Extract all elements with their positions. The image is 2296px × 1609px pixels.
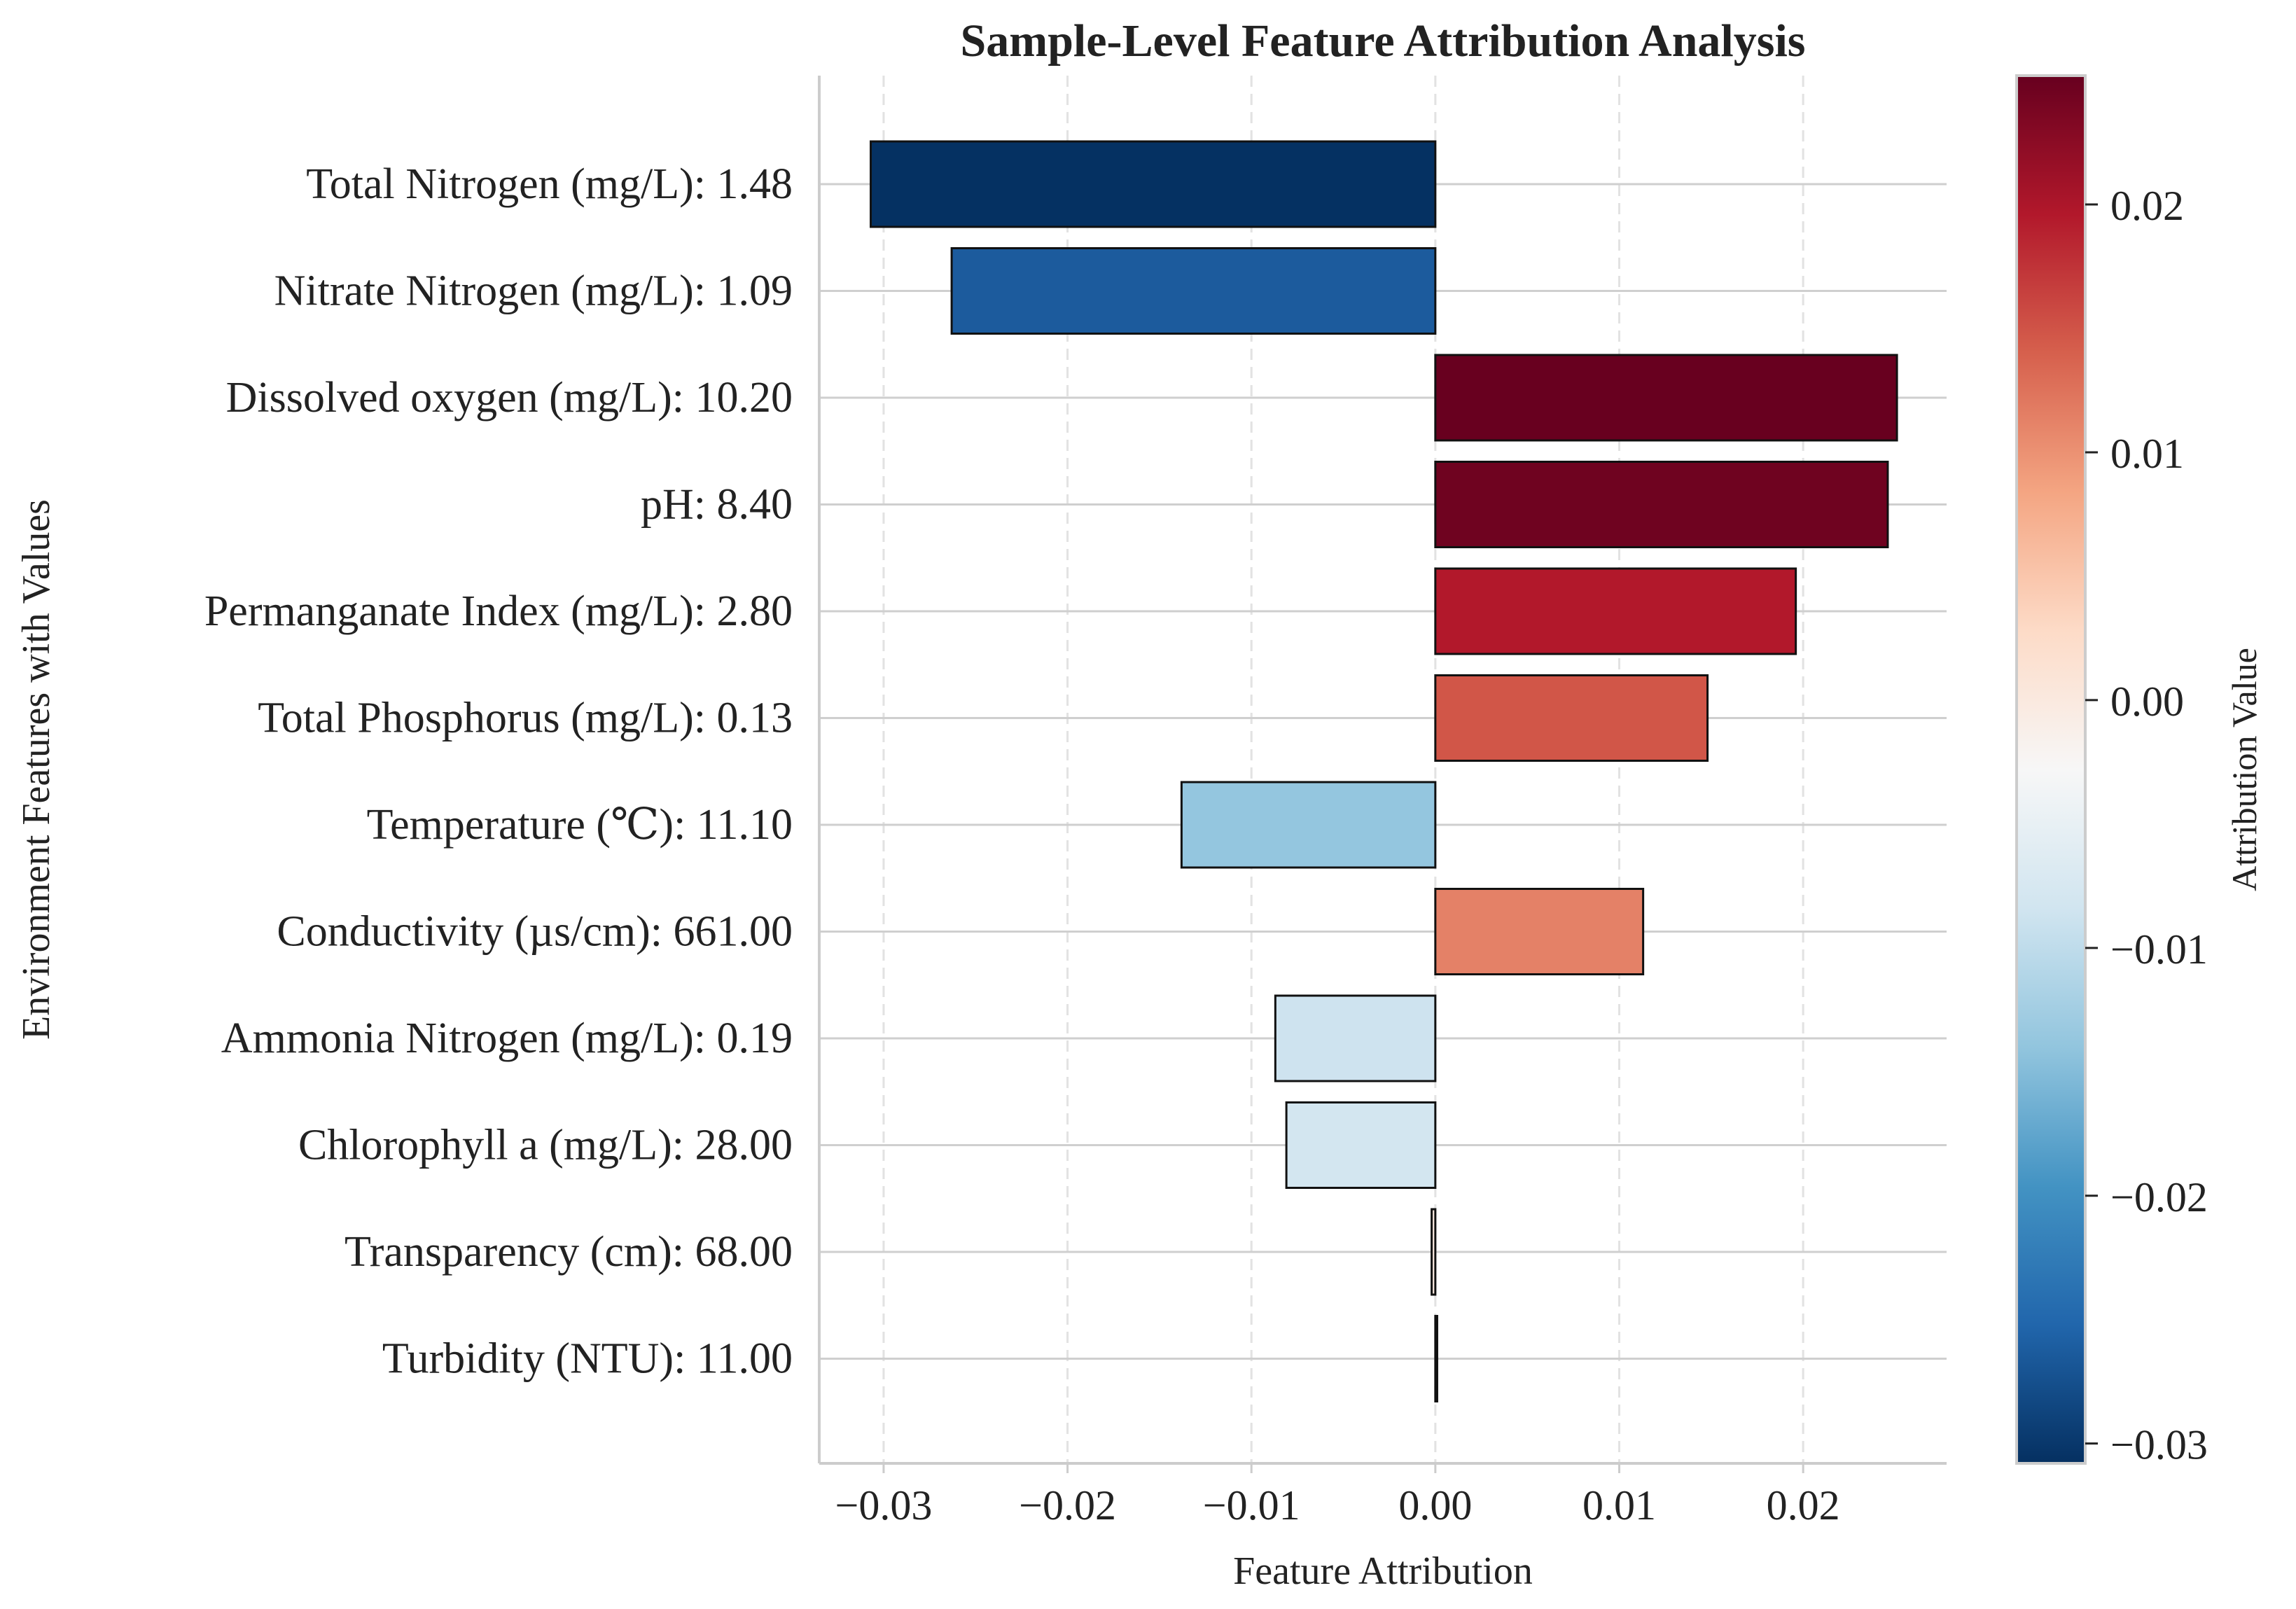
x-tick-label: 0.02 [1767,1482,1840,1528]
y-axis-label: Environment Features with Values [15,499,58,1040]
x-tick-label: −0.03 [835,1482,933,1528]
bar [1434,1315,1438,1402]
y-tick-label: Nitrate Nitrogen (mg/L): 1.09 [274,267,793,315]
bar [1434,567,1797,655]
colorbar-tick-label: −0.02 [2110,1174,2208,1220]
bar [1434,888,1645,975]
colorbar-tick-label: 0.02 [2110,183,2184,229]
y-tick-label: Turbidity (NTU): 11.00 [382,1335,793,1383]
colorbar-gradient [2015,74,2087,1465]
colorbar-tick-label: 0.00 [2110,678,2184,725]
chart-title: Sample-Level Feature Attribution Analysi… [961,15,1806,67]
bar [1180,781,1437,869]
bar [1431,1208,1437,1296]
bar [1434,461,1889,548]
bar [1434,354,1898,442]
y-tick-label: Permanganate Index (mg/L): 2.80 [204,587,793,635]
bar [1434,674,1709,762]
plot-area: Total Nitrogen (mg/L): 1.48 Nitrate Nitro… [204,76,1947,1528]
y-tick-label: Temperature (℃): 11.10 [367,801,793,849]
y-tick-label: Chlorophyll a (mg/L): 28.00 [298,1122,793,1169]
bar [1285,1101,1437,1189]
colorbar-tick-label: −0.03 [2110,1422,2208,1468]
y-tick-label: Total Nitrogen (mg/L): 1.48 [306,160,793,208]
y-tick-label: Ammonia Nitrogen (mg/L): 0.19 [221,1015,793,1062]
y-tick-label: Conductivity (µs/cm): 661.00 [277,908,793,956]
x-axis-label: Feature Attribution [1233,1549,1533,1593]
y-tick-label: pH: 8.40 [641,481,793,529]
y-tick-label: Transparency (cm): 68.00 [345,1228,793,1276]
x-tick-label: 0.00 [1398,1482,1472,1528]
colorbar-tick-label: 0.01 [2110,431,2184,477]
bar [950,247,1437,335]
bar [1274,994,1437,1082]
colorbar-label: Attribution Value [2225,648,2264,891]
x-tick-label: 0.01 [1582,1482,1656,1528]
colorbar: 0.02 0.01 0.00 −0.01 −0.02 −0.03 [2015,74,2208,1468]
bar [870,140,1437,228]
x-tick-label: −0.02 [1019,1482,1116,1528]
colorbar-tick-label: −0.01 [2110,926,2208,973]
x-tick-label: −0.01 [1203,1482,1300,1528]
y-tick-label: Dissolved oxygen (mg/L): 10.20 [226,374,793,422]
y-tick-label: Total Phosphorus (mg/L): 0.13 [258,695,793,742]
